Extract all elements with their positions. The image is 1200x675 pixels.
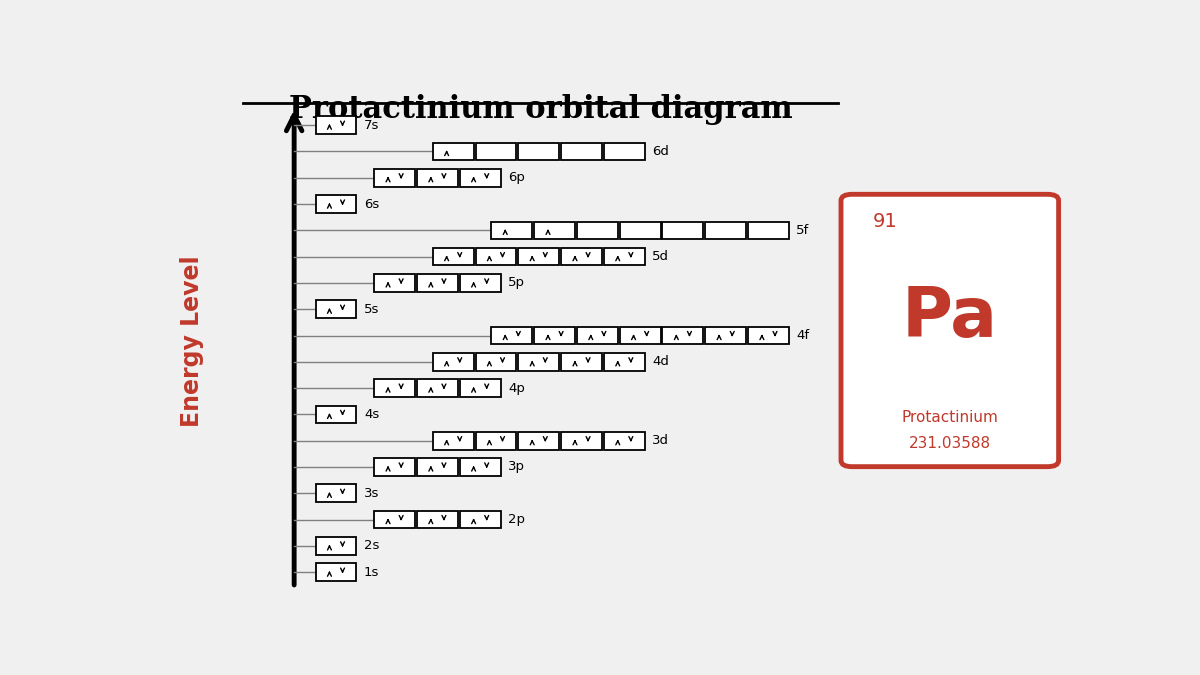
Bar bbox=[619, 221, 660, 239]
Text: 4s: 4s bbox=[364, 408, 379, 421]
Bar bbox=[475, 353, 516, 371]
Text: 3s: 3s bbox=[364, 487, 379, 499]
Bar bbox=[577, 327, 618, 344]
Bar bbox=[460, 458, 500, 476]
Bar bbox=[534, 221, 575, 239]
Text: Pa: Pa bbox=[901, 284, 998, 351]
Text: Energy Level: Energy Level bbox=[180, 255, 204, 427]
Bar bbox=[416, 169, 458, 186]
Bar bbox=[416, 458, 458, 476]
Bar bbox=[460, 511, 500, 529]
Text: 5p: 5p bbox=[508, 277, 526, 290]
Text: 4d: 4d bbox=[653, 355, 670, 369]
Bar bbox=[316, 537, 356, 555]
Bar bbox=[518, 353, 559, 371]
Bar bbox=[416, 511, 458, 529]
Bar bbox=[706, 221, 746, 239]
Bar bbox=[460, 274, 500, 292]
Bar bbox=[374, 458, 415, 476]
Text: 6d: 6d bbox=[653, 145, 670, 158]
Text: 6s: 6s bbox=[364, 198, 379, 211]
Bar bbox=[491, 327, 533, 344]
Text: 2p: 2p bbox=[508, 513, 526, 526]
Bar bbox=[460, 169, 500, 186]
Bar bbox=[416, 379, 458, 397]
Text: 3d: 3d bbox=[653, 434, 670, 448]
Bar bbox=[534, 327, 575, 344]
Bar bbox=[748, 221, 788, 239]
Bar bbox=[475, 248, 516, 265]
Bar bbox=[316, 485, 356, 502]
Bar bbox=[662, 221, 703, 239]
Bar bbox=[316, 116, 356, 134]
FancyBboxPatch shape bbox=[841, 194, 1058, 466]
Bar bbox=[416, 274, 458, 292]
Bar bbox=[316, 564, 356, 581]
Bar bbox=[562, 142, 602, 160]
Text: 7s: 7s bbox=[364, 119, 379, 132]
Text: 2s: 2s bbox=[364, 539, 379, 552]
Bar bbox=[316, 406, 356, 423]
Text: 5s: 5s bbox=[364, 302, 379, 316]
Bar bbox=[433, 142, 474, 160]
Bar bbox=[316, 300, 356, 318]
Text: 3p: 3p bbox=[508, 460, 526, 473]
Bar bbox=[604, 142, 644, 160]
Bar bbox=[706, 327, 746, 344]
Text: 91: 91 bbox=[872, 212, 898, 231]
Bar bbox=[518, 248, 559, 265]
Bar bbox=[491, 221, 533, 239]
Bar bbox=[433, 353, 474, 371]
Bar bbox=[460, 379, 500, 397]
Text: 5f: 5f bbox=[797, 224, 810, 237]
Bar bbox=[374, 169, 415, 186]
Text: 4f: 4f bbox=[797, 329, 810, 342]
Text: Protactinium: Protactinium bbox=[901, 410, 998, 425]
Text: 5d: 5d bbox=[653, 250, 670, 263]
Bar bbox=[475, 142, 516, 160]
Bar bbox=[604, 353, 644, 371]
Bar bbox=[374, 274, 415, 292]
Bar bbox=[518, 432, 559, 450]
Bar bbox=[562, 432, 602, 450]
Text: Protactinium orbital diagram: Protactinium orbital diagram bbox=[289, 94, 792, 125]
Bar bbox=[577, 221, 618, 239]
Bar bbox=[374, 379, 415, 397]
Bar bbox=[475, 432, 516, 450]
Bar bbox=[604, 248, 644, 265]
Bar bbox=[619, 327, 660, 344]
Text: 1s: 1s bbox=[364, 566, 379, 578]
Bar bbox=[433, 432, 474, 450]
Bar bbox=[748, 327, 788, 344]
Bar bbox=[374, 511, 415, 529]
Text: 231.03588: 231.03588 bbox=[908, 436, 991, 451]
Bar bbox=[562, 353, 602, 371]
Bar bbox=[433, 248, 474, 265]
Text: 4p: 4p bbox=[508, 381, 524, 395]
Bar bbox=[662, 327, 703, 344]
Bar bbox=[562, 248, 602, 265]
Bar bbox=[316, 195, 356, 213]
Text: 6p: 6p bbox=[508, 171, 524, 184]
Bar bbox=[604, 432, 644, 450]
Bar bbox=[518, 142, 559, 160]
